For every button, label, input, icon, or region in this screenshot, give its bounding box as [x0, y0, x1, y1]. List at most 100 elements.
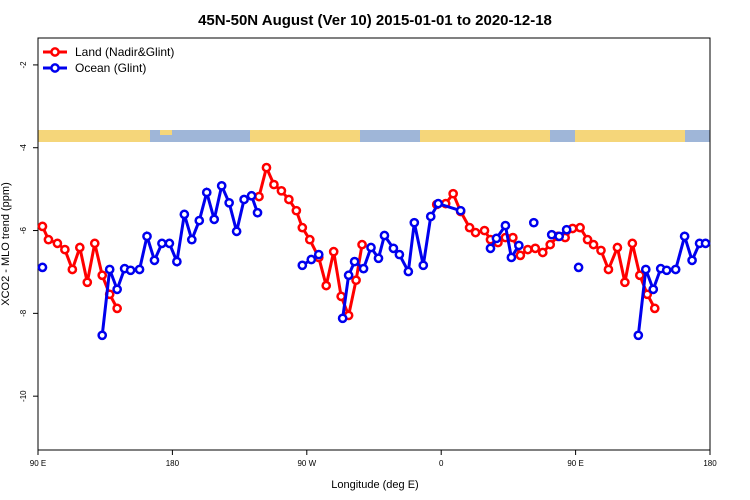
point — [479, 225, 490, 236]
point — [216, 180, 227, 191]
point — [485, 243, 496, 254]
point — [186, 234, 197, 245]
point — [343, 270, 354, 281]
point — [328, 246, 339, 257]
point — [379, 230, 390, 241]
point — [349, 256, 360, 267]
point — [679, 231, 690, 242]
point — [276, 185, 287, 196]
point — [508, 232, 518, 243]
point — [321, 280, 332, 291]
point — [297, 260, 308, 271]
point — [561, 224, 572, 235]
point — [358, 263, 369, 274]
point — [157, 238, 167, 249]
point — [588, 239, 599, 250]
point — [491, 233, 502, 244]
point — [97, 330, 108, 341]
point — [134, 264, 145, 275]
point — [612, 242, 623, 253]
point — [37, 221, 48, 232]
point — [112, 303, 122, 314]
point — [546, 229, 557, 240]
point — [209, 214, 220, 225]
point — [425, 211, 436, 222]
legend-marker — [50, 47, 60, 57]
x-tick-label: 90 W — [297, 459, 316, 468]
point — [179, 209, 190, 220]
point — [528, 217, 539, 228]
point — [545, 239, 556, 250]
point — [554, 231, 565, 242]
point — [515, 250, 526, 261]
point — [661, 265, 672, 276]
point — [172, 256, 182, 267]
point — [224, 197, 234, 208]
point — [530, 243, 541, 254]
point — [246, 190, 257, 201]
point — [67, 264, 78, 275]
legend-label: Land (Nadir&Glint) — [75, 45, 174, 59]
point — [648, 284, 659, 295]
point — [537, 247, 548, 258]
point — [104, 264, 115, 275]
point — [394, 249, 405, 260]
chart-title: 45N-50N August (Ver 10) 2015-01-01 to 20… — [198, 12, 552, 29]
y-axis-label: XCO2 - MLO trend (ppm) — [0, 182, 12, 305]
point — [304, 234, 315, 245]
point — [522, 244, 533, 255]
point — [582, 234, 593, 245]
point — [366, 242, 376, 253]
point — [506, 252, 517, 263]
x-tick-label: 90 E — [567, 459, 583, 468]
point — [433, 198, 444, 209]
point — [418, 260, 429, 271]
point — [74, 242, 85, 253]
x-tick-label: 180 — [166, 459, 180, 468]
series-line — [100, 181, 706, 336]
point — [297, 222, 308, 233]
point — [164, 238, 175, 249]
point — [149, 255, 160, 266]
point — [514, 240, 524, 251]
point — [239, 194, 249, 205]
point — [670, 264, 681, 275]
point — [252, 207, 263, 218]
point — [97, 270, 108, 281]
point — [351, 275, 361, 286]
point — [306, 254, 317, 265]
legend-marker — [50, 63, 60, 73]
point — [261, 162, 272, 173]
y-tick-label: -8 — [19, 309, 28, 317]
legend-label: Ocean (Glint) — [75, 61, 146, 75]
map-strip — [38, 130, 710, 142]
point — [627, 238, 638, 249]
point — [284, 194, 294, 205]
point — [633, 330, 644, 341]
point — [43, 234, 54, 245]
point — [89, 238, 100, 249]
point — [231, 226, 242, 237]
point — [125, 265, 136, 276]
point — [687, 255, 697, 266]
point — [634, 270, 645, 281]
point — [464, 222, 475, 233]
point — [82, 277, 93, 288]
point — [573, 262, 584, 273]
point — [649, 303, 660, 314]
x-axis-label: Longitude (deg E) — [331, 479, 418, 491]
point — [60, 244, 70, 255]
point — [500, 220, 511, 231]
point — [291, 205, 302, 216]
point — [201, 187, 212, 198]
point — [620, 277, 630, 288]
point — [313, 249, 324, 260]
point — [52, 238, 63, 249]
point — [575, 222, 585, 233]
point — [603, 264, 614, 275]
point — [596, 245, 606, 256]
point — [37, 262, 48, 273]
y-tick-label: -2 — [19, 61, 28, 69]
point — [142, 231, 152, 242]
x-tick-label: 0 — [439, 459, 444, 468]
